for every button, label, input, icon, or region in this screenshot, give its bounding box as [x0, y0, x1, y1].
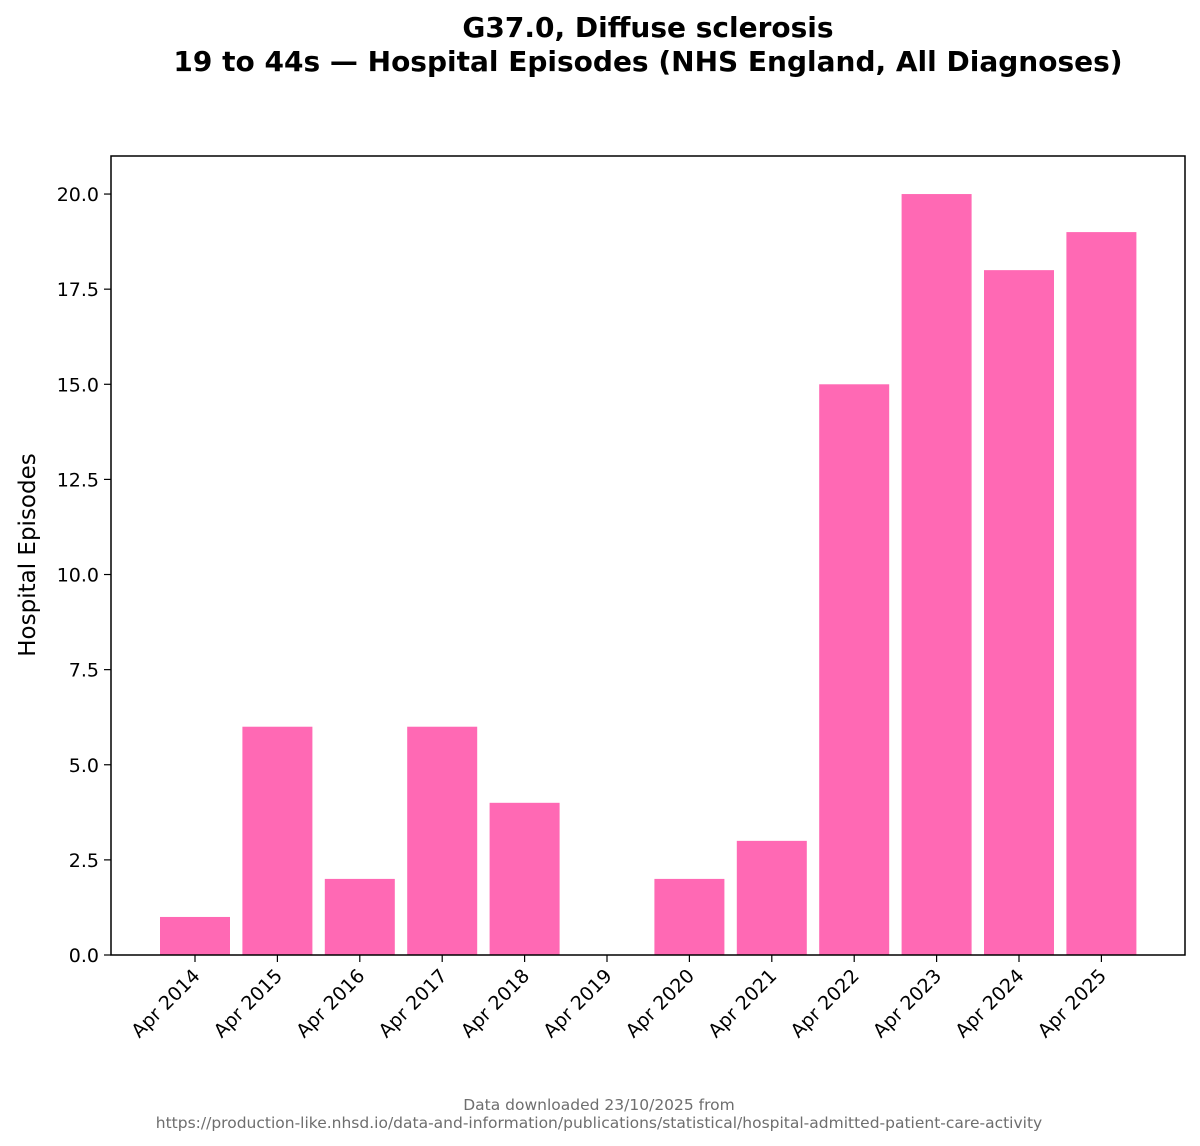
- x-tick-label: Apr 2017: [374, 965, 451, 1042]
- x-tick-label: Apr 2024: [951, 965, 1028, 1042]
- y-tick-label: 7.5: [69, 660, 99, 682]
- x-tick-label: Apr 2015: [210, 965, 287, 1042]
- y-tick-label: 0.0: [69, 945, 99, 967]
- x-tick-label: Apr 2021: [704, 965, 781, 1042]
- y-tick-label: 20.0: [57, 184, 99, 206]
- bar-apr-2015: [242, 726, 313, 955]
- chart-title-line-1: G37.0, Diffuse sclerosis: [462, 11, 833, 44]
- bar-apr-2021: [736, 840, 807, 955]
- x-tick-label: Apr 2014: [127, 965, 204, 1042]
- y-axis-label: Hospital Episodes: [15, 453, 41, 656]
- y-tick-label: 17.5: [57, 279, 99, 301]
- bar-apr-2018: [489, 802, 560, 955]
- bars-group: [160, 194, 1137, 956]
- x-tick-label: Apr 2022: [786, 965, 863, 1042]
- bar-apr-2017: [407, 726, 478, 955]
- y-tick-label: 12.5: [57, 469, 99, 491]
- x-tick-label: Apr 2019: [539, 965, 616, 1042]
- x-tick-label: Apr 2020: [622, 965, 699, 1042]
- footnote-line-1: Data downloaded 23/10/2025 from: [463, 1096, 735, 1114]
- bar-apr-2016: [324, 878, 395, 955]
- bar-apr-2020: [654, 878, 725, 955]
- bar-apr-2014: [160, 916, 230, 955]
- chart-title-line-2: 19 to 44s — Hospital Episodes (NHS Engla…: [173, 45, 1122, 78]
- x-tick-label: Apr 2023: [869, 965, 946, 1042]
- x-tick-label: Apr 2025: [1034, 965, 1111, 1042]
- y-axis-ticks: 0.0 2.5 5.0 7.5 10.0 12.5 15.0 17.5 20.0: [57, 184, 111, 967]
- bar-apr-2025: [1066, 232, 1137, 956]
- bar-apr-2022: [819, 384, 890, 955]
- x-axis-ticks: Apr 2014 Apr 2015 Apr 2016 Apr 2017 Apr 2018…: [127, 955, 1111, 1042]
- y-tick-label: 2.5: [69, 850, 99, 872]
- x-tick-label: Apr 2016: [292, 965, 369, 1042]
- x-tick-label: Apr 2018: [457, 965, 534, 1042]
- bar-apr-2023: [901, 194, 972, 956]
- footnote-source-url: https://production-like.nhsd.io/data-and…: [156, 1114, 1042, 1132]
- y-tick-label: 15.0: [57, 374, 99, 396]
- y-tick-label: 10.0: [57, 565, 99, 587]
- bar-apr-2024: [984, 270, 1054, 956]
- plot-area-frame: [110, 155, 1186, 956]
- y-tick-label: 5.0: [69, 755, 99, 777]
